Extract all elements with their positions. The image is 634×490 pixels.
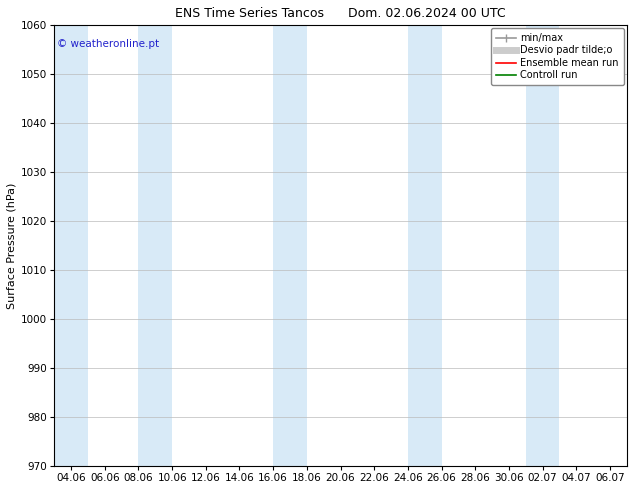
Bar	[55, 25, 88, 466]
Bar	[138, 25, 172, 466]
Legend: min/max, Desvio padr tilde;o, Ensemble mean run, Controll run: min/max, Desvio padr tilde;o, Ensemble m…	[491, 28, 624, 85]
Bar	[526, 25, 559, 466]
Text: © weatheronline.pt: © weatheronline.pt	[57, 39, 159, 49]
Bar	[273, 25, 307, 466]
Title: ENS Time Series Tancos      Dom. 02.06.2024 00 UTC: ENS Time Series Tancos Dom. 02.06.2024 0…	[175, 7, 506, 20]
Bar	[408, 25, 441, 466]
Y-axis label: Surface Pressure (hPa): Surface Pressure (hPa)	[7, 182, 17, 309]
